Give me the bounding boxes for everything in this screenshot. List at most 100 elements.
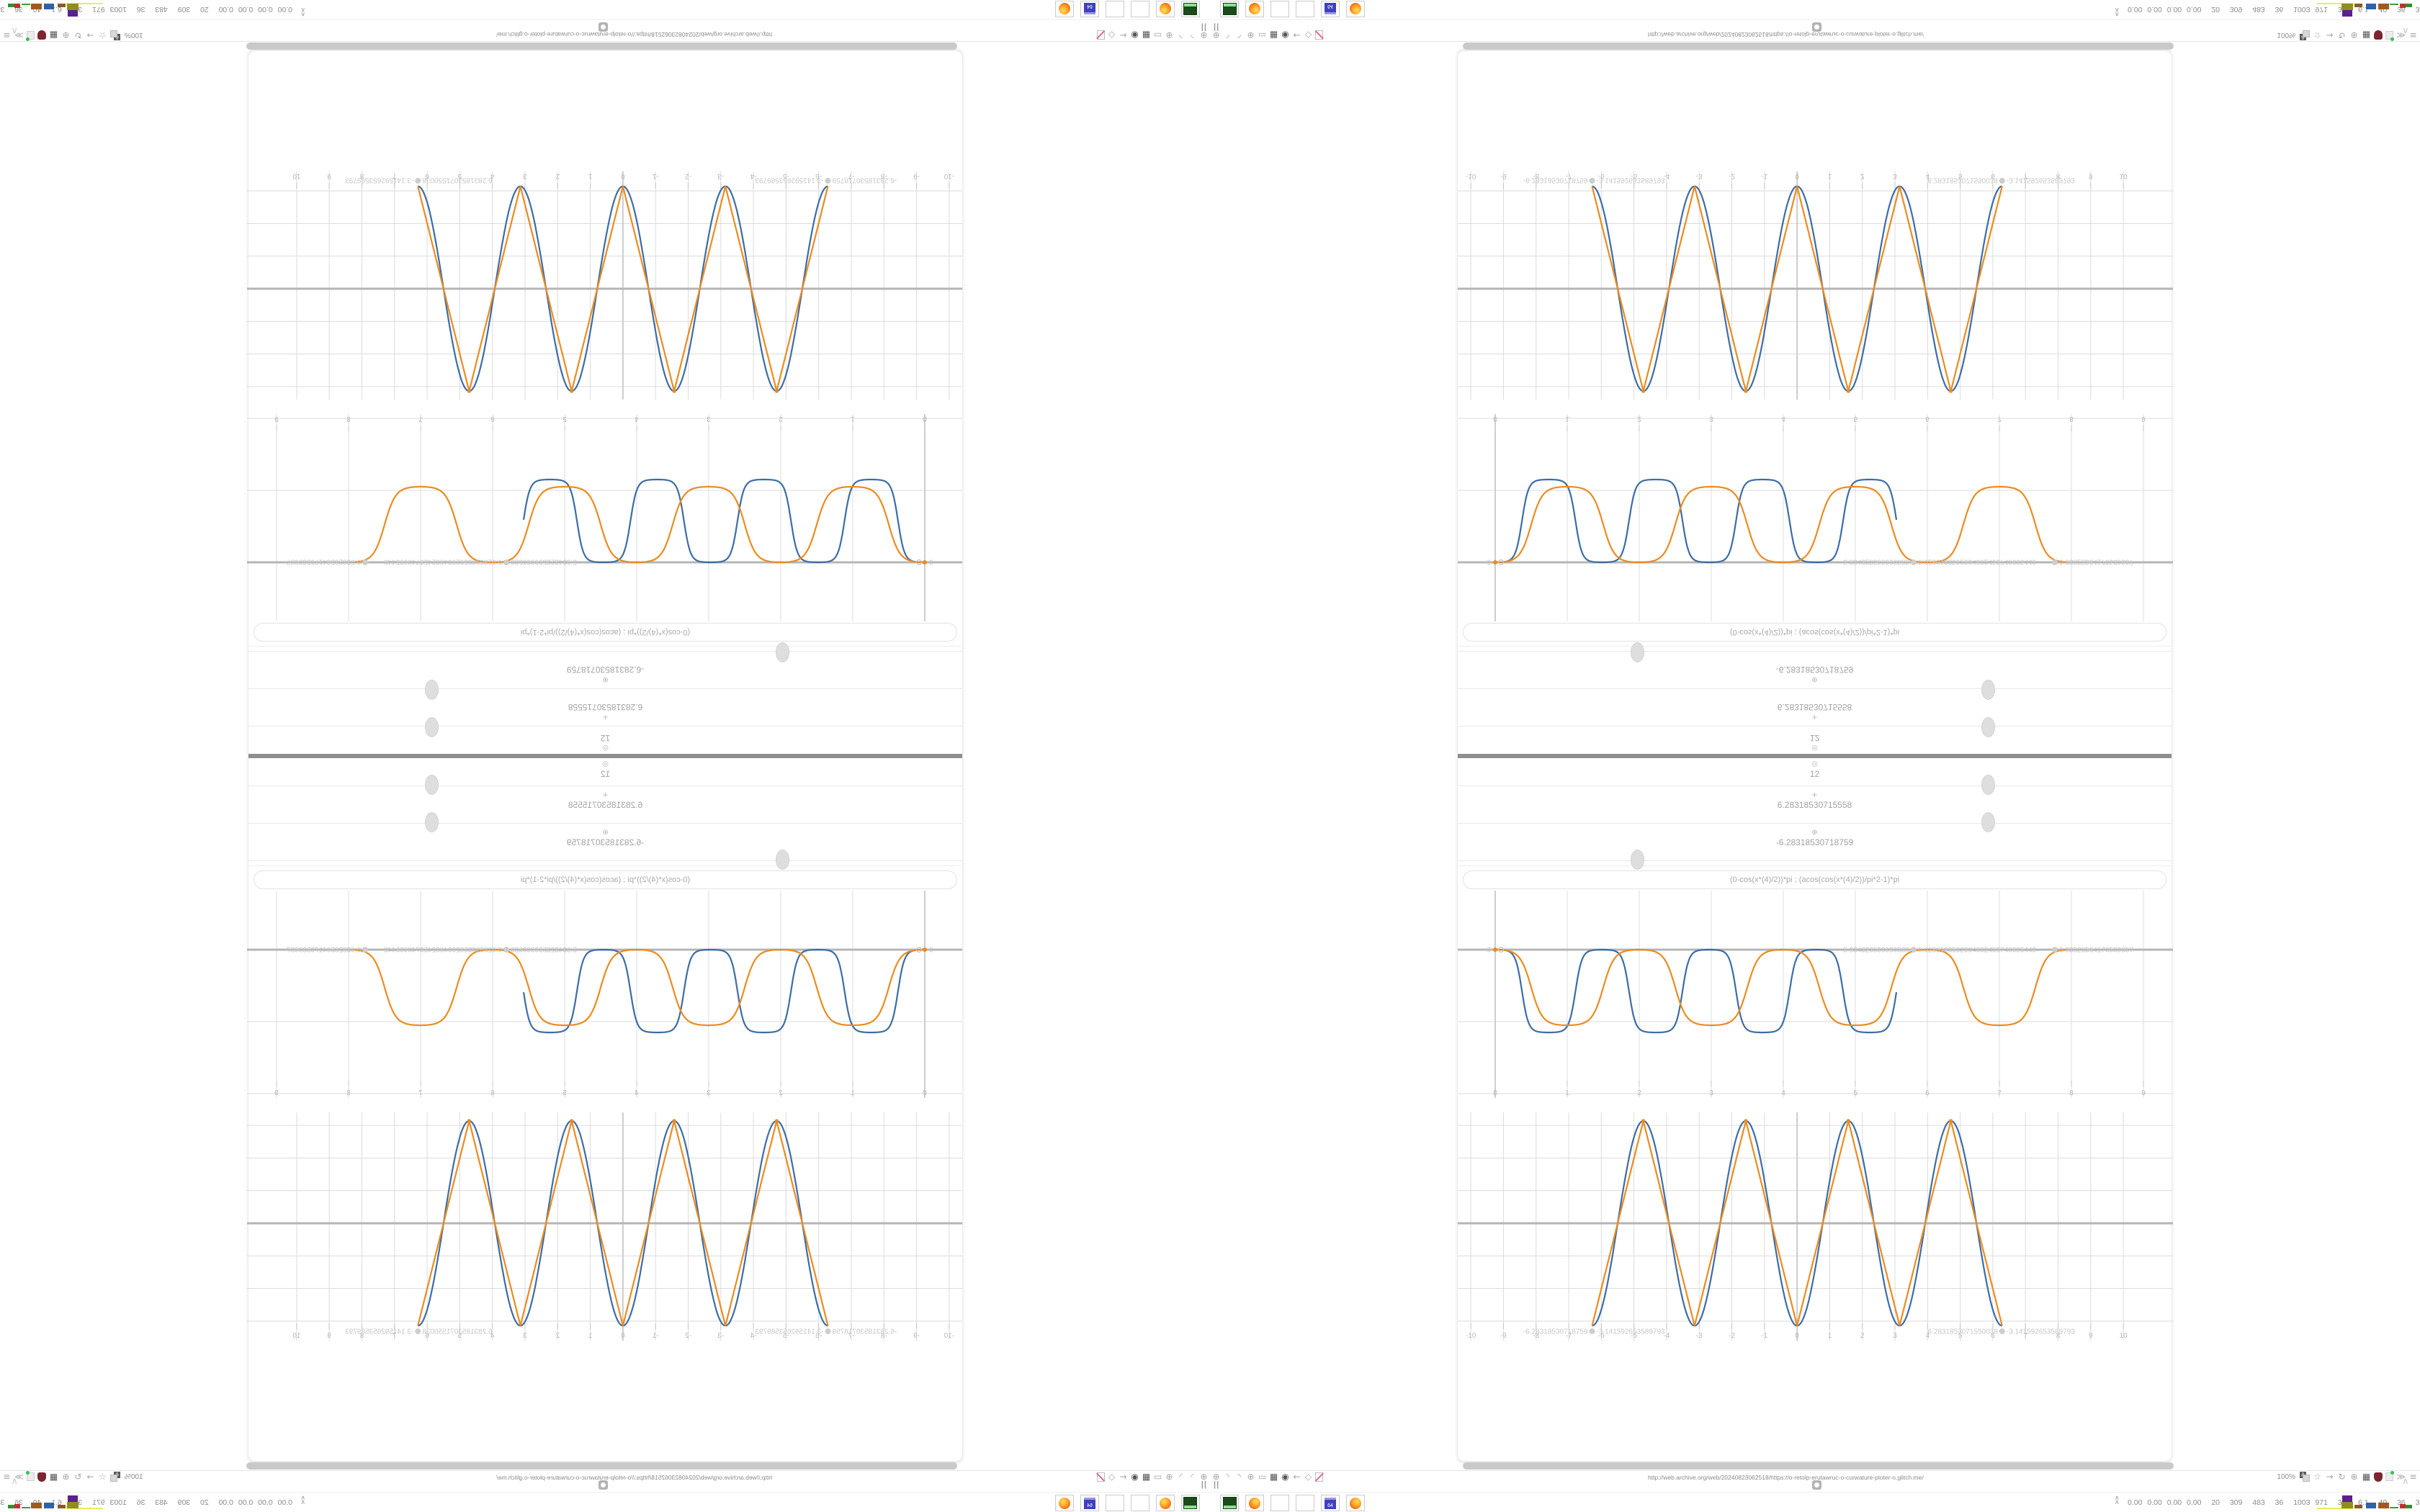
slider-row[interactable]: ⊕ -6.28318530718759	[1458, 642, 2172, 688]
hand-icon[interactable]	[27, 31, 35, 40]
url-text[interactable]: http://web.archive.org/web/2024082306251…	[1648, 1474, 1924, 1481]
blocked-page-icon[interactable]	[1097, 30, 1105, 40]
bookmark-star-icon[interactable]: ☆	[99, 30, 107, 41]
reload-icon[interactable]: ↻	[74, 1471, 82, 1482]
taskbar-app-calculator[interactable]	[1131, 1, 1150, 17]
slider-row[interactable]: ⊕ -6.28318530718759	[1458, 824, 2172, 870]
taskbar-app-firefox[interactable]	[1245, 1, 1264, 17]
taskbar-app-calculator[interactable]	[1270, 1495, 1289, 1511]
curvature-chart[interactable]: 0 1 2 3 4 5 6 7 8 9 0 5.934323599990589 0.0286133592…	[247, 891, 962, 1098]
horizontal-scrollbar[interactable]	[1463, 1462, 2174, 1470]
folder-icon[interactable]: ▭	[1153, 30, 1162, 41]
taskbar-app-terminal[interactable]	[1181, 1495, 1200, 1511]
trash-icon[interactable]: ▦	[49, 30, 58, 41]
globe-icon[interactable]: ⊕	[62, 30, 70, 41]
horizontal-scrollbar[interactable]	[246, 1462, 957, 1470]
forward-arrow-icon[interactable]: →	[2326, 1471, 2334, 1482]
badge-icon[interactable]: ◉	[1131, 1471, 1139, 1482]
function-input[interactable]: (0-cos(x*(4)/2))*pi ; (acos(cos(x*(4)/2)…	[254, 870, 957, 889]
history-arc-icon[interactable]: ◝	[1191, 1471, 1194, 1482]
history-arc-icon[interactable]: ◝	[1237, 1471, 1241, 1482]
trash-icon[interactable]: ▦	[1142, 1471, 1151, 1482]
slider-knob[interactable]	[776, 850, 790, 870]
taskbar-app-terminal[interactable]	[1220, 1, 1239, 17]
slider-row[interactable]: ⊕ -6.28318530718759	[248, 824, 962, 870]
curvature-chart[interactable]: 0 1 2 3 4 5 6 7 8 9 0 5.934323599990589 0.0286133592…	[247, 414, 962, 621]
horizontal-scrollbar[interactable]	[1463, 42, 2174, 50]
trash-icon[interactable]: ▦	[1269, 1471, 1278, 1482]
history-arc-icon[interactable]: ◝	[1226, 1471, 1229, 1482]
translate-icon[interactable]	[110, 1472, 120, 1482]
slider-knob[interactable]	[776, 642, 790, 662]
function-chart[interactable]: -10 -9 -8 -7 -6 -5 -4 -3 -2 -1 0 1 2 3 4 5 6 7 8 9 10 -6.2831…	[247, 1112, 962, 1341]
speaker-icon[interactable]	[599, 22, 608, 32]
blocked-page-icon[interactable]	[1315, 30, 1323, 40]
slider-knob[interactable]	[1981, 812, 1996, 832]
trash-icon[interactable]: ▦	[1142, 30, 1151, 41]
taskbar-app-floppy[interactable]: 64	[1321, 1, 1340, 17]
reload-icon[interactable]: ↻	[74, 30, 82, 41]
shield-icon[interactable]: ◇	[1304, 1471, 1312, 1482]
chevron-up-icon[interactable]: ∧	[2402, 1476, 2409, 1487]
blocked-page-icon[interactable]	[1315, 1472, 1323, 1482]
menu-icon[interactable]: ≡	[3, 30, 11, 41]
taskbar-app-terminal[interactable]	[1220, 1495, 1239, 1511]
hand-icon[interactable]	[27, 1472, 35, 1481]
menu-icon[interactable]: ≡	[2409, 1471, 2417, 1482]
slider-knob[interactable]	[424, 775, 439, 795]
folder-icon[interactable]: ▭	[1258, 30, 1267, 41]
speaker-icon[interactable]	[1812, 22, 1821, 32]
history-arc-icon[interactable]: ◝	[1179, 30, 1183, 41]
forward-arrow-icon[interactable]: →	[2326, 30, 2334, 41]
folder-icon[interactable]: ▭	[1258, 1471, 1267, 1482]
globe-icon[interactable]: ⊕	[2350, 30, 2358, 41]
slider-row[interactable]: +6.28318530715558	[1458, 680, 2172, 726]
url-text[interactable]: http://web.archive.org/web/2024082306251…	[496, 31, 772, 38]
menu-icon[interactable]: ≡	[2409, 30, 2417, 41]
back-arrow-icon[interactable]: ←	[1119, 30, 1127, 41]
chevron-up-icon[interactable]: ∧	[11, 1476, 18, 1487]
slider-knob[interactable]	[424, 680, 439, 700]
speaker-icon[interactable]	[599, 1480, 608, 1490]
slider-row[interactable]: +6.28318530715558	[248, 786, 962, 832]
trash-icon[interactable]: ▦	[1269, 30, 1278, 41]
taskbar-app-firefox[interactable]	[1156, 1, 1175, 17]
taskbar-app-firefox[interactable]	[1055, 1495, 1074, 1511]
slider-knob[interactable]	[1981, 775, 1996, 795]
forward-arrow-icon[interactable]: →	[86, 30, 94, 41]
taskbar-app-calculator[interactable]	[1131, 1495, 1150, 1511]
bookmark-star-icon[interactable]: ☆	[2313, 1471, 2321, 1482]
hand-icon[interactable]	[2385, 31, 2393, 40]
globe-icon[interactable]: ⊕	[1165, 30, 1173, 41]
back-arrow-icon[interactable]: ←	[1293, 30, 1301, 41]
taskbar-app-firefox[interactable]	[1346, 1495, 1365, 1511]
function-input[interactable]: (0-cos(x*(4)/2))*pi ; (acos(cos(x*(4)/2)…	[254, 623, 957, 642]
function-chart[interactable]: -10 -9 -8 -7 -6 -5 -4 -3 -2 -1 0 1 2 3 4 5 6 7 8 9 10 -6.2831…	[247, 171, 962, 400]
slider-knob[interactable]	[1981, 680, 1996, 700]
taskbar-app-notepad[interactable]	[1296, 1495, 1314, 1511]
globe-icon[interactable]: ⊕	[62, 1471, 70, 1482]
reload-icon[interactable]: ↻	[2338, 30, 2346, 41]
globe-icon[interactable]: ⊕	[1212, 1471, 1220, 1482]
taskbar-app-firefox[interactable]	[1245, 1495, 1264, 1511]
taskbar-app-notepad[interactable]	[1296, 1, 1314, 17]
speaker-icon[interactable]	[1812, 1480, 1821, 1490]
trash-icon[interactable]: ▦	[49, 1471, 58, 1482]
slider-row[interactable]: ◎ 12	[248, 758, 962, 795]
globe-icon[interactable]: ⊕	[1247, 30, 1255, 41]
trash-icon[interactable]: ▦	[2362, 1471, 2371, 1482]
history-arc-icon[interactable]: ◝	[1191, 30, 1194, 41]
function-input[interactable]: (0-cos(x*(4)/2))*pi ; (acos(cos(x*(4)/2)…	[1463, 623, 2166, 642]
taskbar-app-floppy[interactable]: 64	[1080, 1, 1099, 17]
shield-red-icon[interactable]	[37, 30, 46, 40]
slider-knob[interactable]	[1630, 850, 1644, 870]
globe-icon[interactable]: ⊕	[1165, 1471, 1173, 1482]
history-arc-icon[interactable]: ◝	[1237, 30, 1241, 41]
taskbar-app-notepad[interactable]	[1106, 1495, 1124, 1511]
slider-knob[interactable]	[424, 717, 439, 737]
reload-icon[interactable]: ↻	[2338, 1471, 2346, 1482]
translate-icon[interactable]	[110, 30, 120, 40]
slider-row[interactable]: +6.28318530715558	[1458, 786, 2172, 832]
back-arrow-icon[interactable]: ←	[1119, 1471, 1127, 1482]
overflow-chevrons-icon[interactable]: ≫	[2396, 1471, 2406, 1482]
